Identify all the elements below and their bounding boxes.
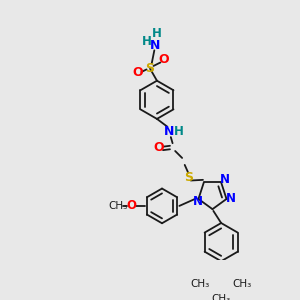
Text: CH₃: CH₃ bbox=[108, 201, 128, 211]
Text: H: H bbox=[142, 35, 152, 48]
Text: CH₃: CH₃ bbox=[212, 294, 231, 300]
Text: N: N bbox=[193, 195, 202, 208]
Text: O: O bbox=[127, 200, 136, 212]
Text: S: S bbox=[146, 62, 154, 75]
Text: CH₃: CH₃ bbox=[191, 279, 210, 289]
Text: H: H bbox=[174, 125, 184, 138]
Text: O: O bbox=[133, 66, 143, 80]
Text: S: S bbox=[184, 170, 193, 184]
Text: H: H bbox=[152, 27, 162, 40]
Text: CH₃: CH₃ bbox=[232, 279, 252, 289]
Text: O: O bbox=[159, 53, 169, 66]
Text: N: N bbox=[226, 193, 236, 206]
Text: O: O bbox=[153, 141, 164, 154]
Text: N: N bbox=[150, 40, 160, 52]
Text: N: N bbox=[164, 125, 174, 138]
Text: N: N bbox=[220, 173, 230, 186]
